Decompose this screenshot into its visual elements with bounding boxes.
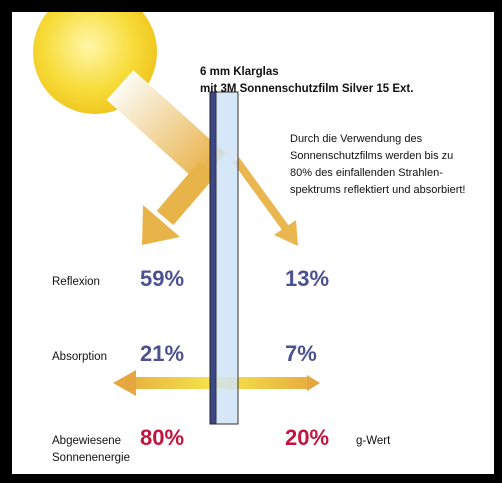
row-label: Absorption	[52, 351, 107, 363]
inside-value: 20%	[285, 425, 329, 450]
title: 6 mm Klarglas	[200, 66, 279, 78]
note: Durch die Verwendung des	[290, 133, 423, 145]
row-label: Sonnenenergie	[52, 452, 130, 464]
outside-value: 21%	[140, 341, 184, 366]
glass	[216, 92, 238, 424]
note: spektrums reflektiert und absorbiert!	[290, 184, 465, 196]
title: mit 3M Sonnenschutzfilm Silver 15 Ext.	[200, 83, 413, 95]
row-label: Reflexion	[52, 276, 100, 288]
film	[210, 92, 216, 424]
infographic: 6 mm Klarglas mit 3M Sonnenschutzfilm Si…	[0, 0, 502, 483]
inside-value: 7%	[285, 341, 317, 366]
row-label: Abgewiesene	[52, 435, 121, 447]
outside-value: 59%	[140, 266, 184, 291]
note: 80% des einfallenden Strahlen-	[290, 167, 443, 179]
inside-value: 13%	[285, 266, 329, 291]
outside-value: 80%	[140, 425, 184, 450]
note: Sonnenschutzfilms werden bis zu	[290, 150, 453, 162]
inside-suffix: g-Wert	[356, 435, 391, 447]
